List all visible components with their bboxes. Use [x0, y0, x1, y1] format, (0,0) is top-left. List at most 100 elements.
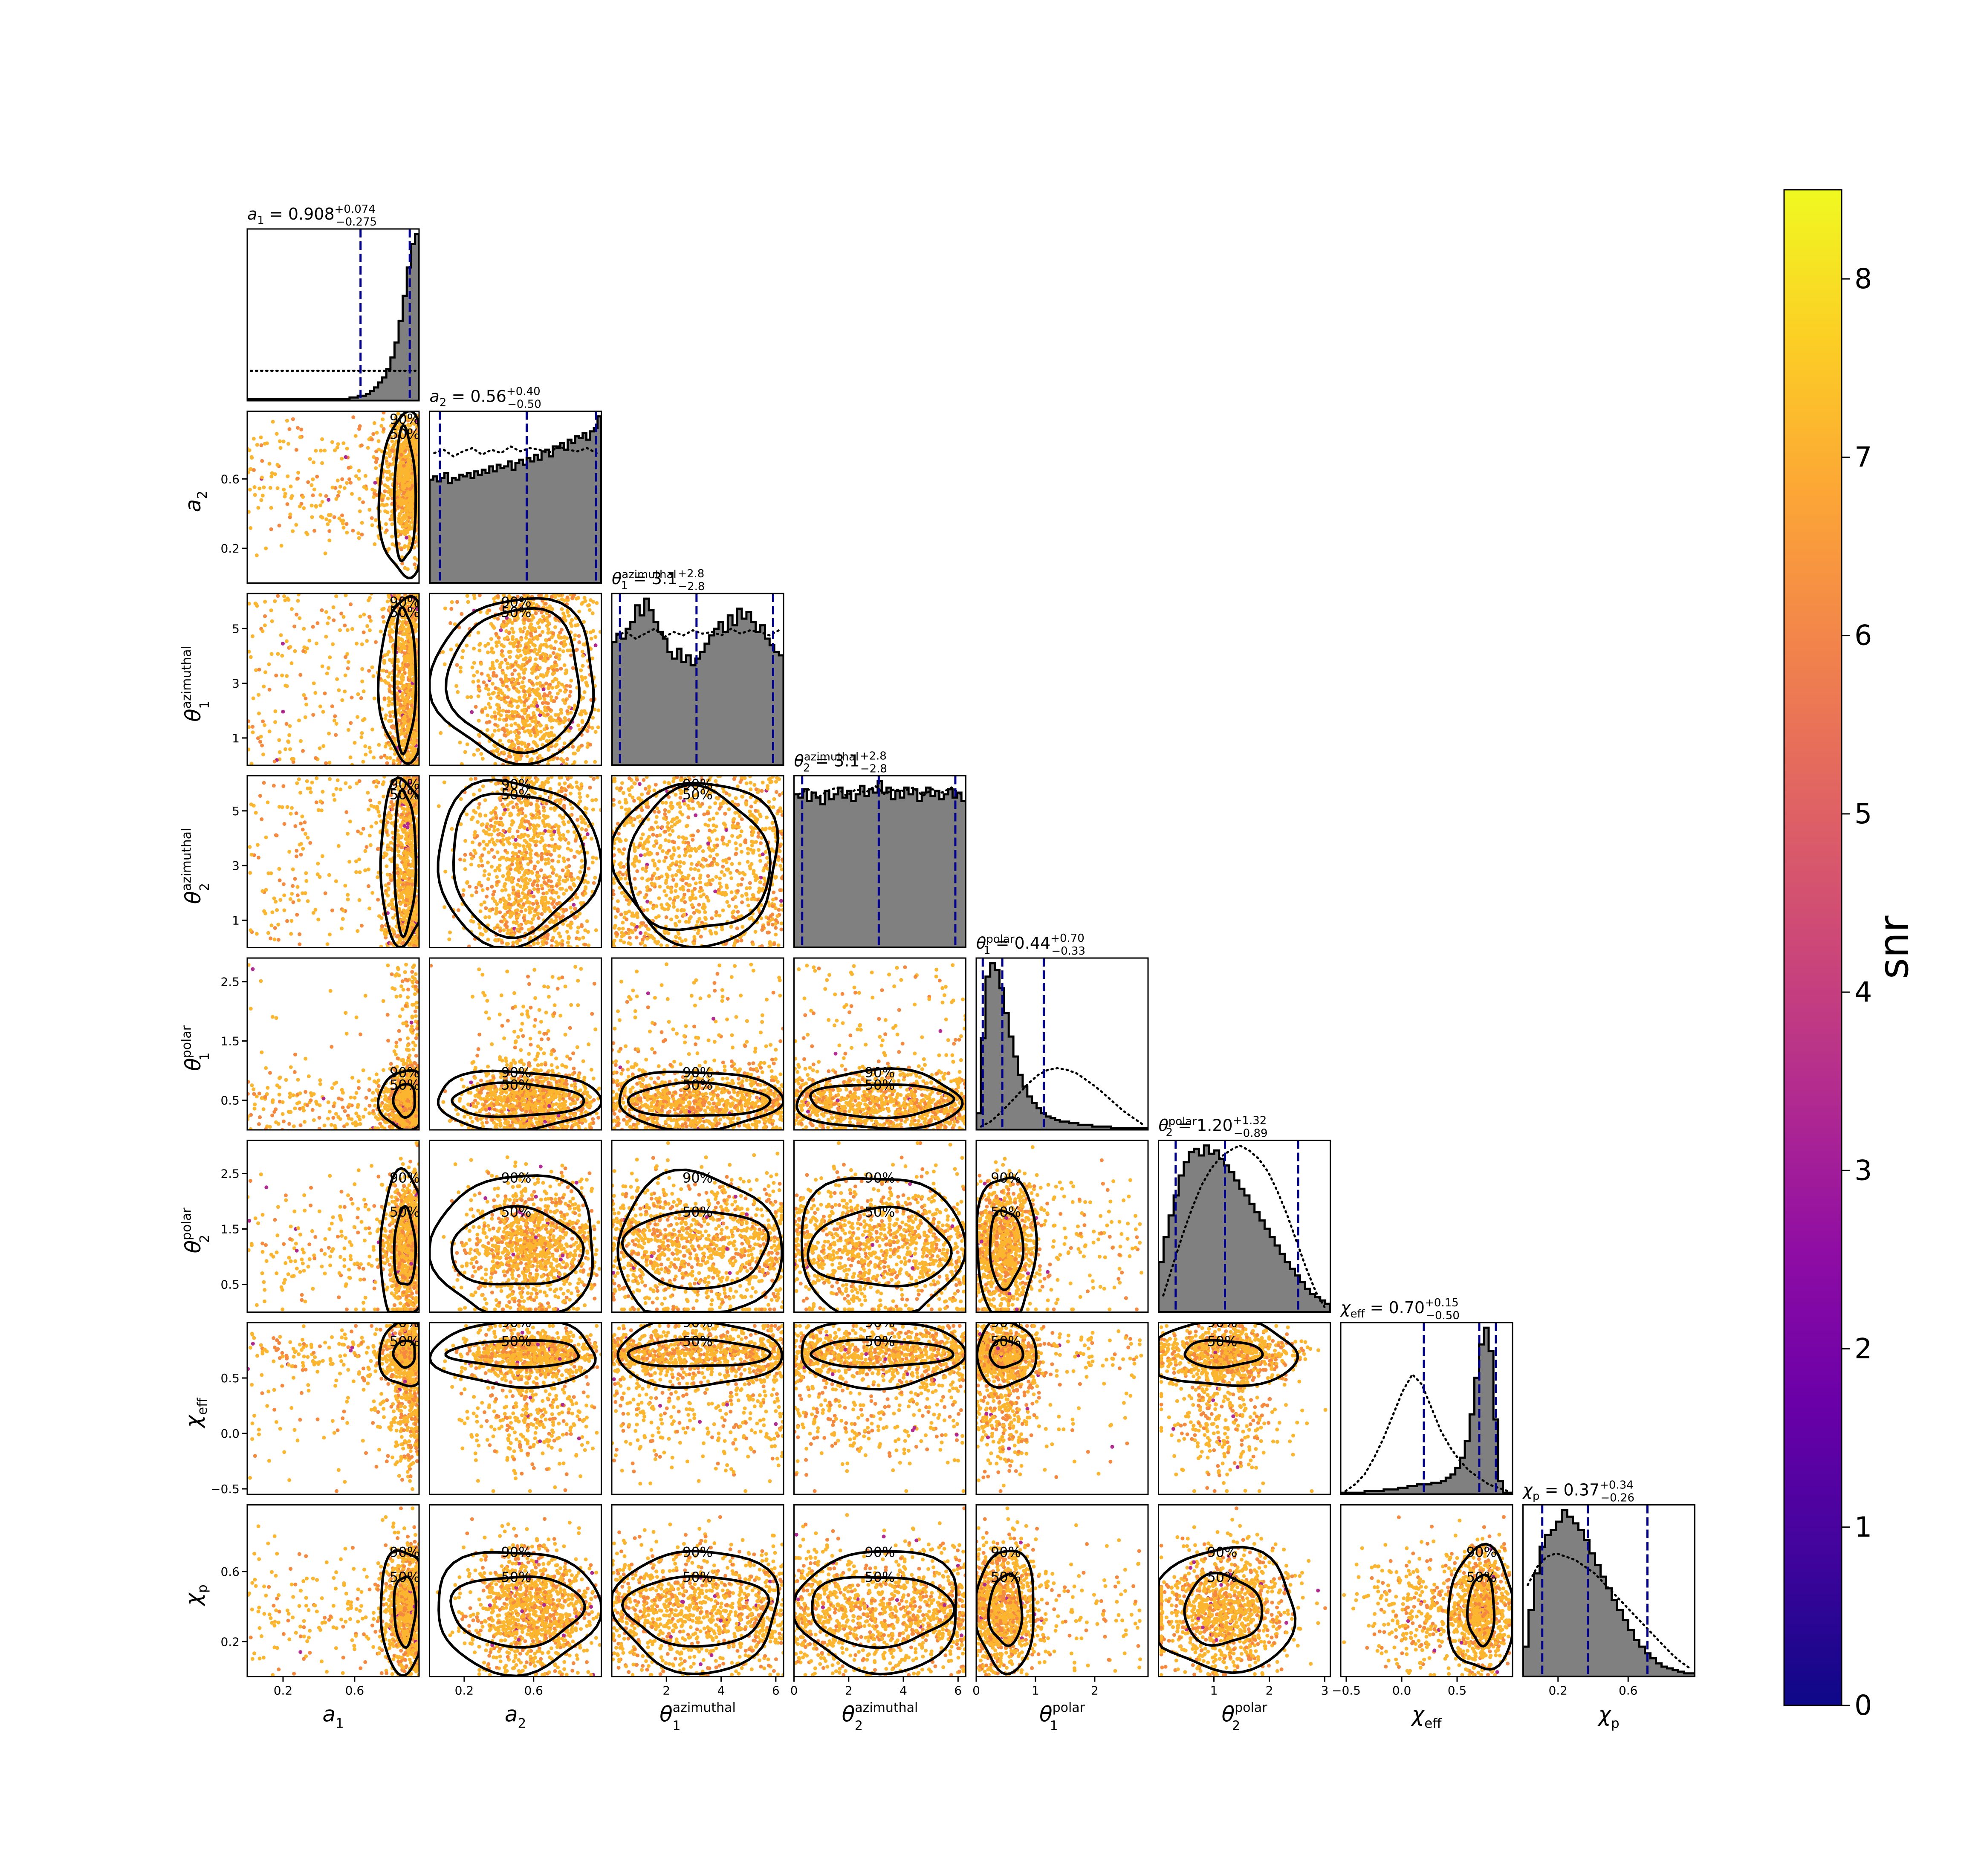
scatter-panel-a1-t2p: 90% 50% 0.5 1.5 2.5 θpolar 2 [179, 1140, 420, 1313]
panel-frame [611, 593, 784, 766]
panel-frame [611, 1322, 784, 1495]
contour-50 [393, 605, 417, 756]
histogram-bars [1341, 1326, 1513, 1494]
panel-frame [246, 957, 420, 1131]
contour-90 [795, 1067, 964, 1130]
scatter-panel-t1p-chi_eff: 90%50% [975, 1322, 1149, 1495]
colorbar-ticks: 0 1 2 3 4 5 6 7 8 [1842, 263, 1872, 1722]
scatter-panel-chi_eff-chi_p: 90% 50% −0.5 0.0 0.5 χeff [1332, 1504, 1513, 1731]
contour-50 [450, 1204, 585, 1285]
panel-frame [1158, 1504, 1331, 1677]
colorbar-tick-label: 4 [1854, 976, 1872, 1008]
contour-label: 50% [865, 1204, 895, 1220]
axis-label: a2 [181, 491, 210, 512]
histogram-bars [429, 415, 602, 583]
contour-label: 90% [390, 1170, 420, 1186]
panel-frame [246, 1504, 420, 1677]
contour-label: 50% [991, 1333, 1021, 1349]
contour-90 [616, 1323, 784, 1389]
contour-50 [621, 1210, 770, 1290]
contour-90 [378, 1323, 419, 1388]
panel-frame [246, 775, 420, 948]
prior-dotted-line [433, 445, 598, 458]
contour-50 [1183, 1339, 1264, 1369]
colorbar-gradient [1783, 189, 1842, 1706]
contour-50 [987, 1572, 1024, 1647]
axis-label: θazimuthal 1 [659, 1700, 736, 1734]
panel-frame [975, 1140, 1149, 1313]
axis-label: θpolar 1 [1039, 1700, 1085, 1734]
colorbar-tick-label: 3 [1854, 1155, 1872, 1187]
panel-frame [429, 1504, 602, 1677]
histogram-bars [247, 233, 419, 401]
y-tick-label: 1 [232, 913, 240, 927]
contour-label: 50% [1207, 1333, 1237, 1349]
contour-50 [393, 423, 417, 563]
contour-50 [1466, 1573, 1496, 1648]
panel-frame [429, 1322, 602, 1495]
axis-label: θpolar 2 [179, 1207, 213, 1254]
scatter-panel-t1p-chi_p: 90% 50% 0 1 2 θpolar 1 [972, 1504, 1149, 1734]
panel-frame [246, 593, 420, 766]
contour-label: 90% [501, 1314, 531, 1331]
panel-frame [611, 775, 784, 948]
x-tick-label: 0.2 [1548, 1684, 1568, 1698]
contour-50 [444, 1339, 580, 1369]
contour-label: 90% [501, 1170, 531, 1186]
colorbar-tick-label: 7 [1854, 441, 1872, 473]
contour-90 [801, 1323, 966, 1391]
y-tick-label: 0.6 [220, 472, 240, 486]
x-tick-label: 6 [772, 1684, 780, 1698]
x-tick-label: 0.6 [524, 1684, 543, 1698]
scatter-points [1342, 1515, 1511, 1677]
contour-50 [449, 1575, 586, 1649]
x-tick-label: 0.6 [1619, 1684, 1638, 1698]
axis-label: θazimuthal 1 [179, 646, 213, 722]
contour-90 [976, 1323, 1038, 1389]
scatter-panel-a1-t1p: 90%50% 0.5 1.5 2.5 θpolar 1 [179, 957, 420, 1131]
axis-label: χp [181, 1584, 210, 1607]
contour-label: 50% [501, 1333, 531, 1349]
panel-frame [429, 775, 602, 948]
colorbar-tick-label: 1 [1854, 1511, 1872, 1543]
panel-frame [246, 1322, 420, 1495]
axis-label: θazimuthal 2 [842, 1700, 918, 1734]
contour-90 [612, 782, 779, 948]
contour-label: 50% [683, 1333, 713, 1349]
contour-50 [1183, 1572, 1264, 1647]
scatter-points [612, 962, 784, 1130]
contour-90 [379, 1549, 419, 1677]
colorbar-tick-label: 0 [1854, 1690, 1872, 1722]
contour-label: 90% [683, 1065, 713, 1081]
scatter-panel-a1-chi_eff: 90% 50% −0.5 0.0 0.5 χeff [181, 1322, 420, 1496]
contour-90 [1446, 1543, 1513, 1671]
contour-label: 90% [991, 1170, 1021, 1186]
histogram-title: a1 = 0.908+0.074 −0.275 [247, 203, 377, 229]
scatter-panel-a1-t2a: 90%50% 1 3 5 θazimuthal 2 [179, 775, 420, 948]
contour-label: 90% [683, 1544, 713, 1560]
contour-label: 50% [865, 1077, 895, 1093]
axis-label: a1 [322, 1702, 344, 1731]
contour-50 [988, 1338, 1024, 1369]
panel-frame [429, 957, 602, 1131]
contour-50 [627, 784, 772, 931]
contour-50 [810, 1338, 954, 1369]
x-tick-label: 0.2 [455, 1684, 474, 1698]
colorbar-tick-label: 6 [1854, 620, 1872, 652]
x-tick-label: 1 [1032, 1684, 1039, 1698]
colorbar-tick-label: 2 [1854, 1333, 1872, 1365]
scatter-panel-t1a-t1p: 90%50% [611, 957, 784, 1131]
panel-frame [1158, 1322, 1331, 1495]
scatter-panel-t1a-t2p: 90% 50% [611, 1140, 784, 1313]
x-tick-label: 4 [900, 1684, 907, 1698]
contour-90 [612, 1550, 780, 1676]
axis-label: χeff [181, 1398, 210, 1429]
y-tick-label: 3 [232, 677, 240, 691]
scatter-points [247, 1324, 419, 1493]
contour-90 [976, 1176, 1038, 1312]
contour-90 [437, 1551, 602, 1677]
panel-frame [429, 593, 602, 766]
